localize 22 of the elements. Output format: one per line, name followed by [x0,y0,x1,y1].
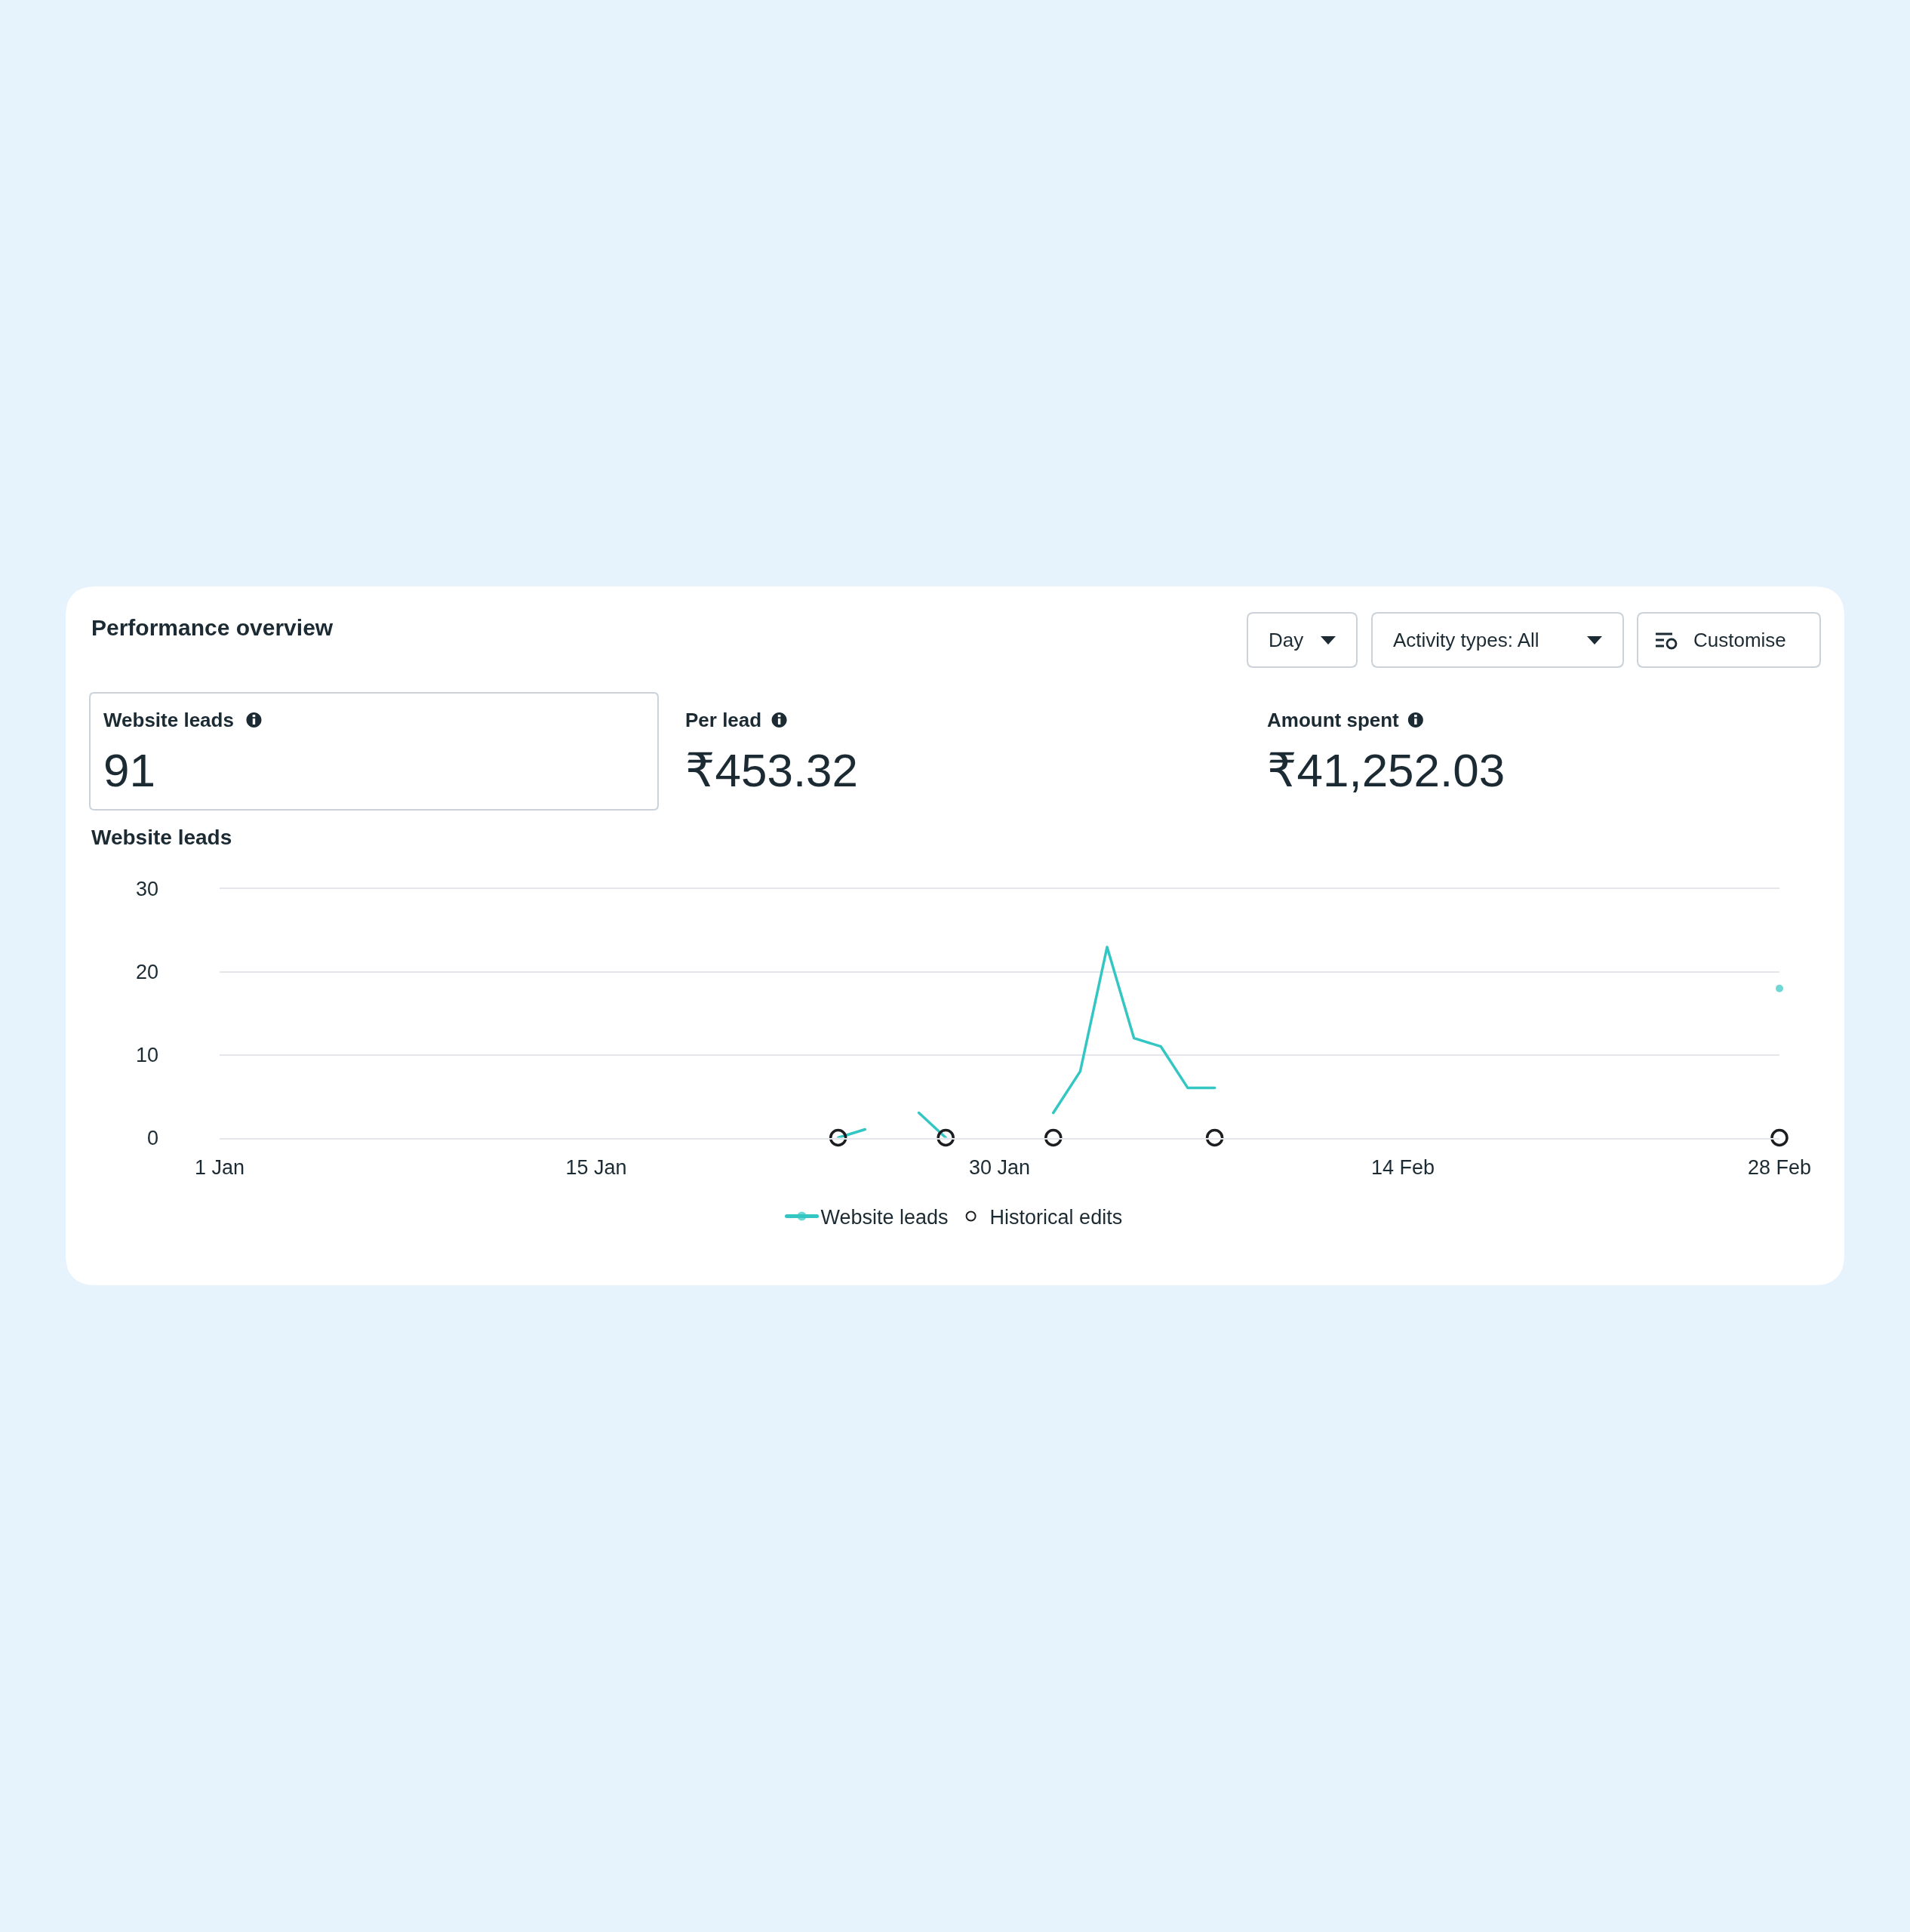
x-tick-label: 1 Jan [194,1155,245,1179]
x-tick-label: 15 Jan [565,1155,627,1179]
text: Activity types: All [1393,629,1539,651]
x-tick-label: 28 Feb [1747,1155,1812,1179]
y-tick-label: 10 [135,1044,158,1067]
x-tick-label: 30 Jan [968,1155,1031,1179]
text: 91 [103,744,155,796]
text: ₹453.32 [685,744,859,796]
chart-title: Website leads [91,826,232,849]
legend-label: Historical edits [989,1206,1123,1229]
x-tick-label: 14 Feb [1371,1155,1435,1179]
text: Per lead [685,709,762,731]
text: Website leads [103,709,234,731]
text: Day [1269,629,1304,651]
legend-label: Website leads [820,1206,949,1229]
text: Customise [1693,629,1786,651]
y-tick-label: 0 [146,1126,158,1149]
text: ₹41,252.03 [1267,744,1506,796]
text: Amount spent [1267,709,1400,731]
y-tick-label: 20 [135,961,158,984]
y-tick-label: 30 [135,878,158,901]
text: Performance overview [91,615,334,640]
